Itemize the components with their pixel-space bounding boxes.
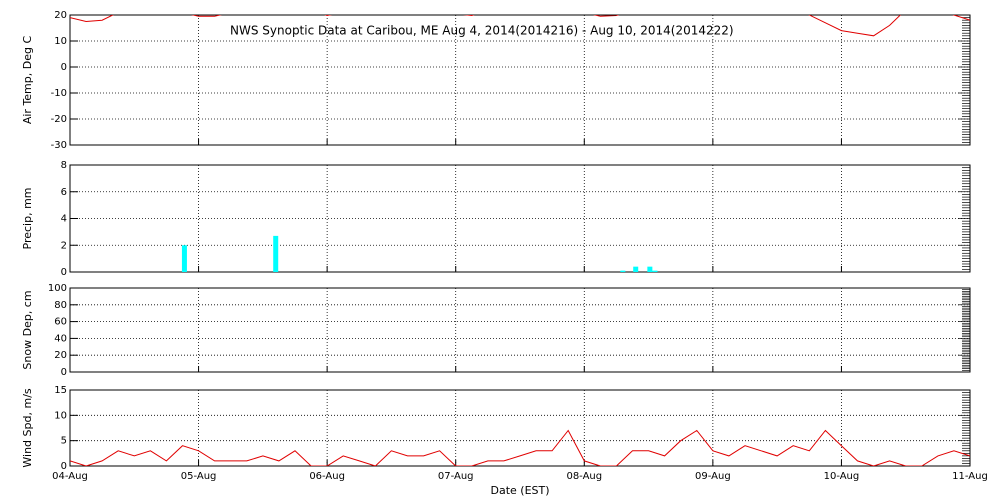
y-tick-label: 20 — [54, 350, 67, 361]
y-tick-label: 60 — [54, 317, 67, 328]
x-tick-label: 09-Aug — [695, 471, 731, 482]
panel-frame — [69, 389, 971, 467]
y-tick-label: 6 — [61, 187, 67, 198]
bar — [633, 266, 639, 272]
x-tick-label: 04-Aug — [52, 471, 88, 482]
y-tick-label: 0 — [61, 461, 67, 472]
y-axis-label: Precip, mm — [21, 188, 34, 250]
y-tick-label: -30 — [51, 140, 67, 151]
x-tick-label: 08-Aug — [566, 471, 602, 482]
plot-area — [70, 429, 970, 466]
plot-area — [181, 235, 658, 272]
bar — [273, 235, 279, 272]
y-tick-label: 80 — [54, 300, 67, 311]
line — [70, 15, 970, 37]
y-tick-label: 40 — [54, 333, 67, 344]
bar — [647, 266, 653, 272]
y-axis-label: Wind Spd, m/s — [21, 388, 34, 468]
y-axis-label: Air Temp, Deg C — [21, 36, 34, 125]
y-tick-label: 20 — [54, 10, 67, 21]
y-axis-label: Snow Dep, cm — [21, 290, 34, 369]
y-tick-label: 8 — [61, 160, 67, 171]
bar — [652, 270, 658, 272]
y-tick-label: 2 — [61, 240, 67, 251]
bar — [181, 245, 187, 272]
chart-title: NWS Synoptic Data at Caribou, ME Aug 4, … — [230, 24, 734, 38]
panel-frame — [69, 164, 971, 273]
plot-area — [70, 15, 970, 37]
panel-frame — [69, 14, 971, 146]
y-tick-label: 5 — [61, 436, 67, 447]
x-tick-label: 06-Aug — [309, 471, 345, 482]
x-tick-label: 05-Aug — [181, 471, 217, 482]
y-tick-label: 100 — [48, 283, 67, 294]
x-tick-label: 11-Aug — [952, 471, 988, 482]
y-tick-label: 10 — [54, 36, 67, 47]
bar — [620, 270, 626, 272]
y-tick-label: 4 — [61, 214, 67, 225]
y-tick-label: -20 — [51, 114, 67, 125]
y-tick-label: 0 — [61, 62, 67, 73]
y-tick-label: 10 — [54, 410, 67, 421]
y-tick-label: 0 — [61, 367, 67, 378]
y-tick-label: -10 — [51, 88, 67, 99]
x-tick-label: 10-Aug — [824, 471, 860, 482]
y-tick-label: 0 — [61, 267, 67, 278]
x-axis-label: Date (EST) — [490, 484, 549, 497]
y-tick-label: 15 — [54, 385, 67, 396]
line — [70, 429, 970, 466]
x-tick-label: 07-Aug — [438, 471, 474, 482]
panel-frame — [69, 287, 971, 373]
